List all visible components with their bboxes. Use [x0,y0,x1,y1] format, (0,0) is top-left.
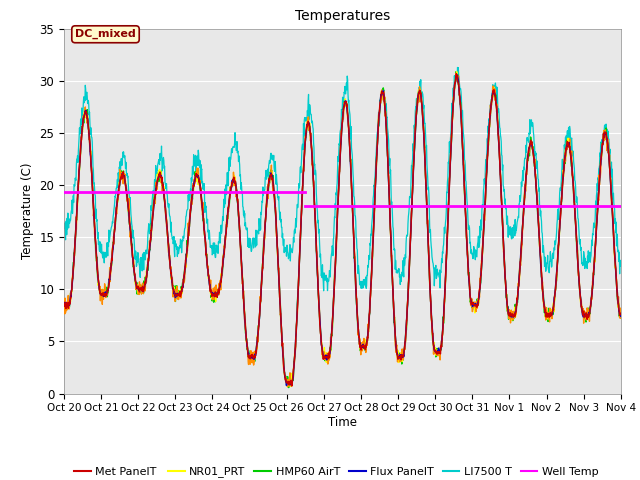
Text: DC_mixed: DC_mixed [75,29,136,39]
Title: Temperatures: Temperatures [295,10,390,24]
X-axis label: Time: Time [328,416,357,429]
Legend: Met PanelT, AM25T_PRT, NR01_PRT, HMP60 AirT, Flux PanelT, LI7500 T, Well Temp: Met PanelT, AM25T_PRT, NR01_PRT, HMP60 A… [70,462,603,480]
Y-axis label: Temperature (C): Temperature (C) [21,163,34,260]
